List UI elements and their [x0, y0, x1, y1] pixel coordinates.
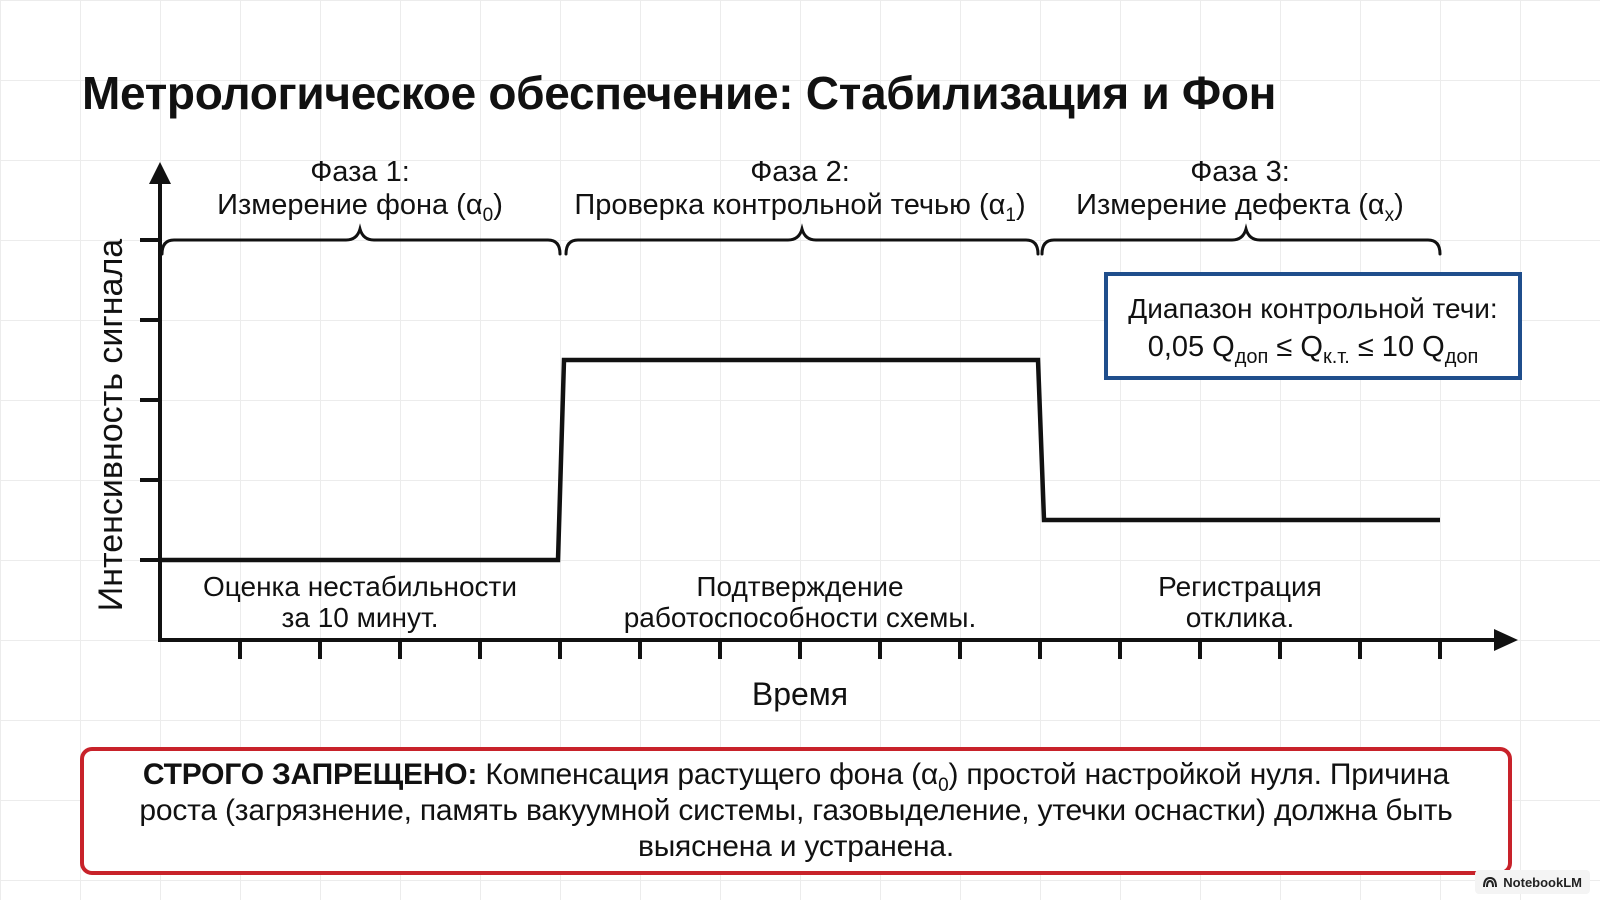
x-axis-label: Время — [752, 676, 848, 712]
phase-braces — [160, 223, 1442, 256]
phase-1-subtitle: Измерение фона (α0) — [217, 189, 503, 226]
prohibition-label: СТРОГО ЗАПРЕЩЕНО: — [142, 758, 478, 791]
phase-2-title: Фаза 2: — [750, 156, 850, 188]
range-a: 0,05 Q — [1148, 331, 1235, 363]
phase-2-brace — [564, 223, 1040, 256]
phase-1-desc-line2: за 10 минут. — [282, 602, 439, 633]
signal-line — [162, 357, 1440, 563]
phase-2-subscript: 1 — [1005, 205, 1016, 226]
prohibition-text-b: ) простой настройкой нуля. Причина роста… — [139, 758, 1453, 863]
phase-1-title: Фаза 1: — [310, 156, 410, 188]
phase-2-subtitle: Проверка контрольной течью (α1) — [574, 189, 1025, 226]
prohibition-notice: СТРОГО ЗАПРЕЩЕНО: Компенсация растущего … — [80, 747, 1512, 875]
phase-1-brace — [160, 223, 562, 256]
phase-3-desc-line2: отклика. — [1186, 602, 1295, 633]
phase-1-subtitle-main: Измерение фона (α — [217, 189, 482, 221]
axes — [158, 180, 1494, 642]
phase-3-subtitle: Измерение дефекта (αx) — [1076, 189, 1404, 226]
phase-1-desc-line1: Оценка нестабильности — [203, 571, 517, 602]
y-axis-ticks — [140, 238, 160, 562]
phase-2-subtitle-suffix: ) — [1016, 189, 1026, 221]
range-box-line1: Диапазон контрольной течи: — [1128, 293, 1497, 324]
phase-3-subtitle-main: Измерение дефекта (α — [1076, 189, 1384, 221]
phase-descriptions: Оценка нестабильности за 10 минут. Подтв… — [203, 571, 1322, 633]
y-axis-label: Интенсивность сигнала — [92, 239, 130, 611]
range-b: ≤ Q — [1268, 331, 1323, 363]
range-c: ≤ 10 Q — [1350, 331, 1445, 363]
range-sub-a: доп — [1235, 346, 1269, 368]
notebooklm-logo-icon — [1483, 876, 1498, 888]
range-box: Диапазон контрольной течи: 0,05 Qдоп ≤ Q… — [1104, 272, 1522, 380]
prohibition-text: СТРОГО ЗАПРЕЩЕНО: Компенсация растущего … — [114, 757, 1478, 865]
phase-3-title: Фаза 3: — [1190, 156, 1290, 188]
notebooklm-watermark: NotebookLM — [1475, 870, 1590, 894]
phase-3-subtitle-suffix: ) — [1394, 189, 1404, 221]
phase-3-subscript: x — [1385, 205, 1395, 226]
phase-1-subtitle-suffix: ) — [493, 189, 503, 221]
phase-3-brace — [1040, 223, 1442, 256]
phase-3-desc-line1: Регистрация — [1158, 571, 1322, 602]
page-title: Метрологическое обеспечение: Стабилизаци… — [82, 67, 1277, 119]
phase-1-subscript: 0 — [483, 205, 494, 226]
notebooklm-label: NotebookLM — [1503, 874, 1582, 890]
range-box-line2: 0,05 Qдоп ≤ Qк.т. ≤ 10 Qдоп — [1148, 331, 1479, 368]
x-axis-ticks — [238, 640, 1442, 659]
y-axis-arrow — [149, 162, 171, 184]
signal-diagram: Время Интенсивность сигнала Фаза 1: Изме… — [92, 156, 1522, 712]
phase-2-subtitle-main: Проверка контрольной течью (α — [574, 189, 1005, 221]
range-box-frame — [1104, 272, 1522, 380]
phase-2-desc-line2: работоспособности схемы. — [624, 602, 977, 633]
prohibition-subscript: 0 — [938, 775, 949, 796]
x-axis-arrow — [1494, 629, 1518, 651]
phase-titles: Фаза 1: Измерение фона (α0) Фаза 2: Пров… — [217, 156, 1404, 226]
range-sub-b: к.т. — [1323, 346, 1350, 368]
range-sub-c: доп — [1445, 346, 1479, 368]
prohibition-text-a: Компенсация растущего фона (α — [477, 758, 939, 791]
phase-2-desc-line1: Подтверждение — [696, 571, 903, 602]
